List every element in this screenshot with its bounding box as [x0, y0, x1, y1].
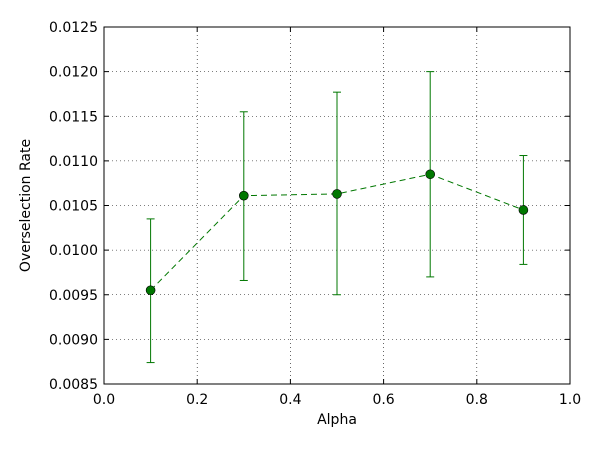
y-tick-label: 0.0120	[49, 65, 98, 81]
data-point	[239, 190, 249, 201]
y-tick-label: 0.0100	[49, 243, 98, 259]
y-tick-label: 0.0095	[49, 288, 98, 304]
x-axis-label: Alpha	[317, 412, 357, 428]
x-tick-label: 0.4	[279, 392, 301, 408]
y-tick-label: 0.0085	[49, 377, 98, 393]
x-tick-label: 0.6	[372, 392, 394, 408]
y-tick-label: 0.0125	[49, 20, 98, 36]
ticks-layer: 0.0 0.2 0.4 0.6 0.8 1.0 0.0085 0.0090 0.0095 0.01…	[49, 20, 581, 408]
x-tick-label: 0.8	[466, 392, 488, 408]
y-tick-label: 0.0110	[49, 154, 98, 170]
x-tick-label: 0.0	[93, 392, 115, 408]
y-axis-label: Overselection Rate	[18, 139, 34, 272]
data-point	[425, 169, 436, 180]
x-tick-label: 1.0	[559, 392, 581, 408]
y-tick-label: 0.0105	[49, 199, 98, 215]
y-tick-label: 0.0115	[49, 109, 98, 125]
y-tick-label: 0.0090	[49, 332, 98, 348]
series-layer	[145, 71, 529, 364]
data-point	[145, 285, 156, 296]
data-point	[518, 205, 529, 215]
data-point	[332, 189, 342, 199]
series-line	[150, 173, 524, 291]
x-tick-label: 0.2	[186, 392, 208, 408]
